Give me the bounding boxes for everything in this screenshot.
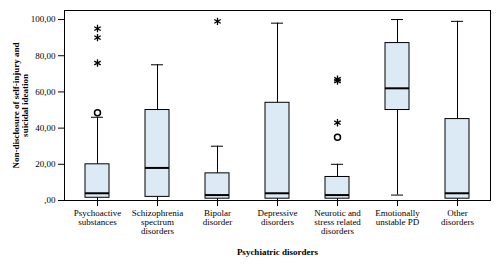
svg-text:Otherdisorders: Otherdisorders — [441, 208, 474, 227]
svg-text:80,00: 80,00 — [35, 51, 56, 61]
svg-text:Psychoactivesubstances: Psychoactivesubstances — [74, 208, 122, 227]
svg-text:Psychiatric disorders: Psychiatric disorders — [237, 247, 319, 257]
svg-text:40,00: 40,00 — [35, 123, 56, 133]
svg-text:Emotionallyunstable PD: Emotionallyunstable PD — [375, 208, 420, 227]
svg-text:100,00: 100,00 — [31, 14, 56, 24]
svg-text:,00: ,00 — [44, 195, 56, 205]
svg-text:20,00: 20,00 — [35, 159, 56, 169]
svg-text:Schizophreniaspectrumdisorders: Schizophreniaspectrumdisorders — [132, 208, 183, 236]
svg-text:60,00: 60,00 — [35, 87, 56, 97]
svg-text:Depressivedisorders: Depressivedisorders — [258, 208, 298, 227]
svg-text:Neurotic andstress relateddiso: Neurotic andstress relateddisorders — [314, 208, 361, 236]
svg-text:Non-disclosure of self-injury: Non-disclosure of self-injury andsuicida… — [11, 42, 30, 168]
svg-text:Bipolardisorder: Bipolardisorder — [203, 208, 233, 227]
